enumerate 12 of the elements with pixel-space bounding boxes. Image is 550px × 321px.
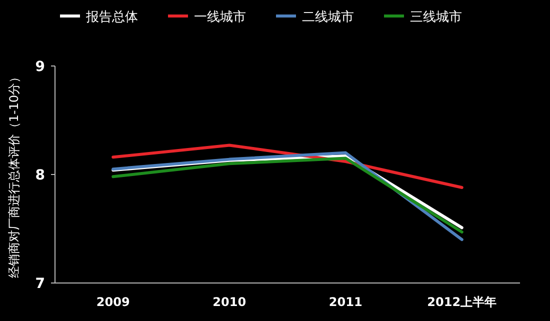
legend-label: 报告总体	[85, 10, 138, 25]
y-axis-title: 经销商对厂商进行总体评价（1-10分）	[7, 70, 21, 278]
legend-label: 三线城市	[410, 10, 462, 25]
y-tick-label: 7	[35, 276, 45, 292]
legend-label: 二线城市	[302, 10, 354, 25]
x-tick-label: 2011	[328, 295, 362, 309]
y-tick-label: 9	[35, 59, 45, 75]
legend-label: 一线城市	[194, 10, 246, 25]
x-tick-label: 2012上半年	[427, 295, 497, 309]
y-tick-label: 8	[35, 168, 45, 184]
x-tick-label: 2010	[212, 295, 246, 309]
x-tick-label: 2009	[96, 295, 130, 309]
